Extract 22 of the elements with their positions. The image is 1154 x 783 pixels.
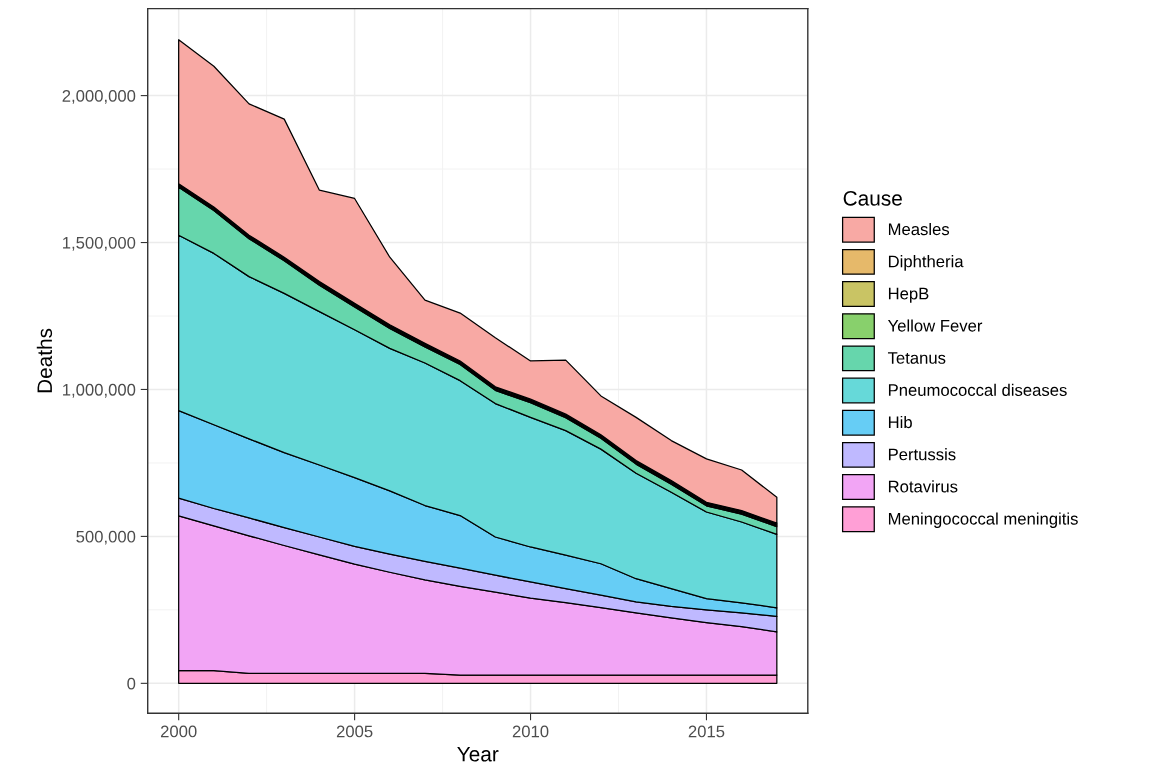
legend-label: Yellow Fever	[887, 319, 983, 332]
legend-label: Meningococcal meningitis	[888, 512, 1078, 528]
y-tick-label: 500,000	[76, 530, 136, 545]
legend-label: Pertussis	[888, 448, 956, 461]
legend-label: HepB	[888, 287, 929, 303]
y-axis-title: Deaths	[36, 328, 53, 393]
y-tick-label: 0	[127, 677, 136, 690]
y-tick-label: 2,000,000	[62, 90, 136, 104]
legend-label: Tetanus	[887, 352, 946, 364]
legend-label: Rotavirus	[888, 480, 958, 493]
x-axis-title: Year	[457, 746, 499, 762]
x-tick-label: 2005	[336, 725, 373, 738]
y-tick-label: 1,500,000	[63, 236, 136, 251]
legend-label: Diphtheria	[888, 255, 964, 271]
y-tick-label: 1,000,000	[63, 383, 136, 398]
x-tick-label: 2010	[512, 725, 549, 738]
legend-title: Cause	[843, 190, 902, 206]
legend-label: Hib	[888, 415, 912, 429]
x-tick-label: 2015	[688, 725, 725, 738]
x-tick-label: 2000	[160, 725, 197, 738]
legend-label: Measles	[888, 222, 950, 236]
legend-label: Pneumococcal diseases	[888, 383, 1067, 396]
